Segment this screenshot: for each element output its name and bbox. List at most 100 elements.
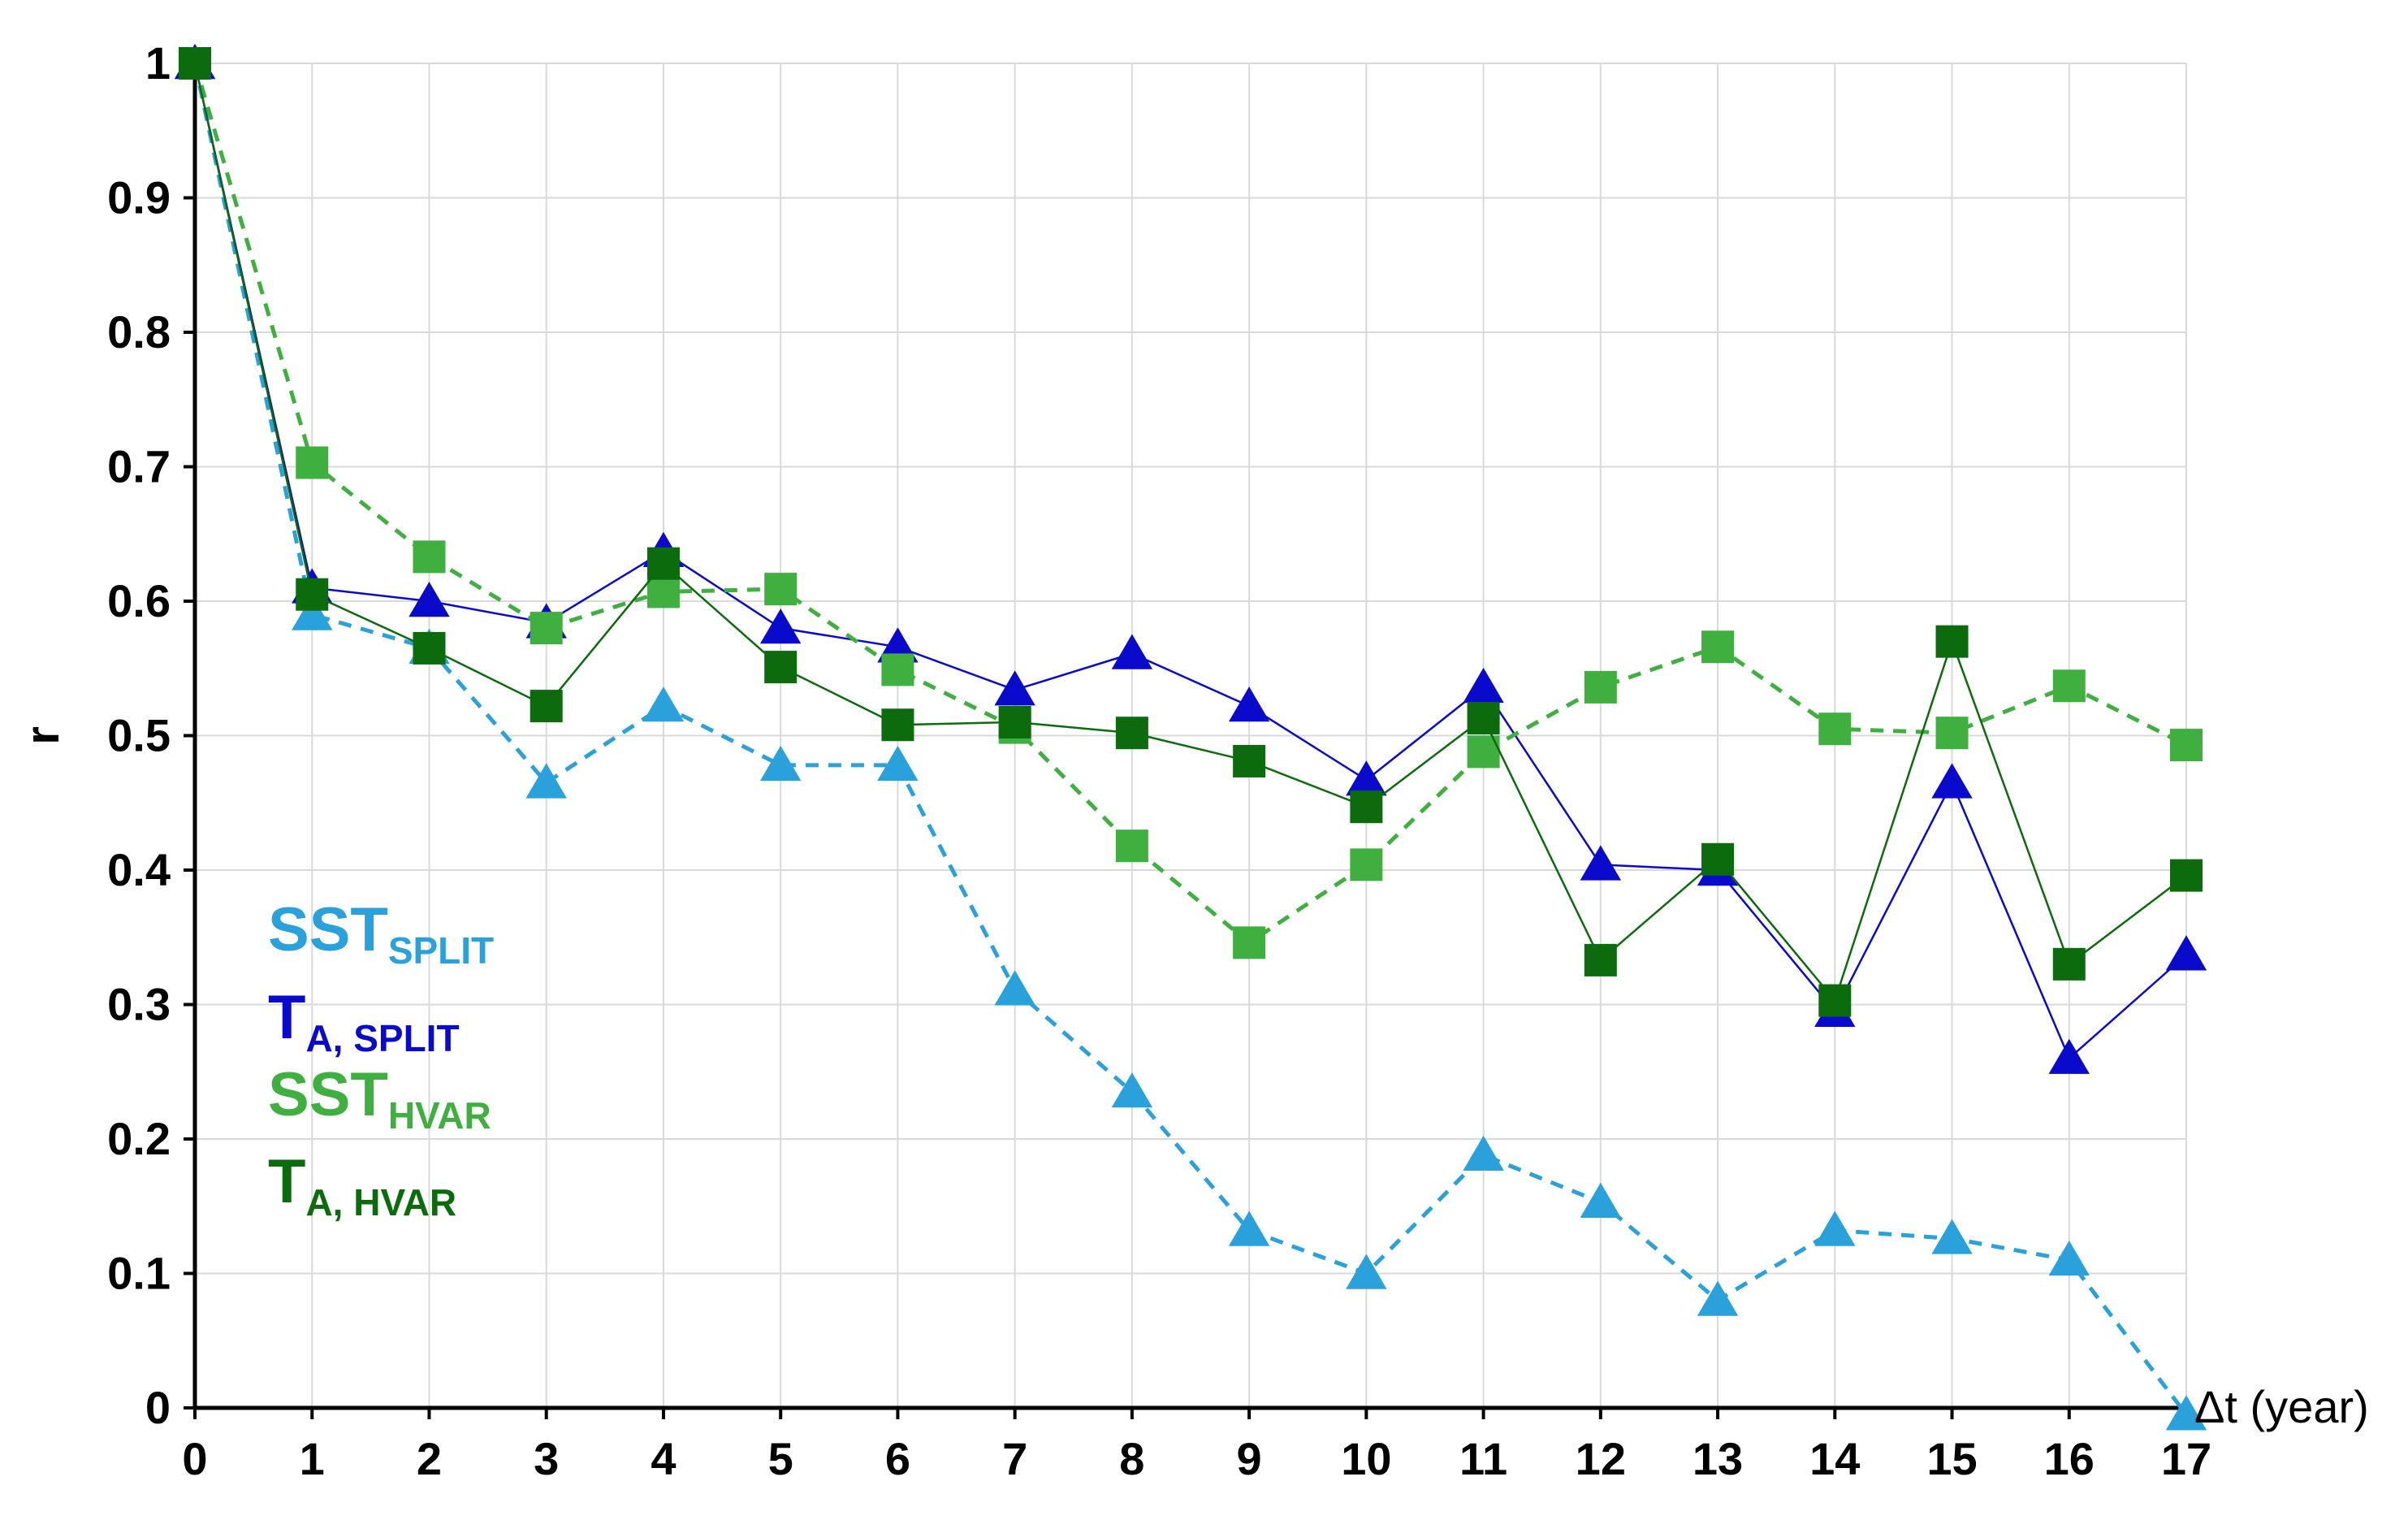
y-tick-label: 1 (145, 37, 171, 89)
data-point-sst-hvar (1935, 717, 1969, 750)
legend-entry-ta-hvar: TA, HVAR (268, 1147, 456, 1223)
data-point-ta-hvar (1467, 701, 1500, 734)
legend-name: T (268, 1147, 305, 1216)
x-tick-label: 7 (1002, 1433, 1027, 1484)
data-point-sst-hvar (530, 612, 563, 645)
data-point-sst-split (1814, 1210, 1856, 1246)
x-tick-label: 0 (182, 1433, 207, 1484)
data-point-ta-hvar (1233, 744, 1266, 777)
legend-subscript: A, SPLIT (305, 1017, 459, 1059)
data-point-sst-split (877, 745, 919, 782)
legend-entry-ta-split: TA, SPLIT (268, 983, 460, 1059)
y-tick-label: 0.5 (107, 710, 171, 761)
x-tick-label: 4 (651, 1433, 676, 1484)
data-point-sst-hvar (1115, 829, 1148, 863)
x-tick-label: 9 (1237, 1433, 1262, 1484)
legend-name: T (268, 983, 305, 1052)
data-point-sst-split (2165, 1395, 2207, 1431)
data-point-ta-split (1580, 845, 1622, 881)
data-point-ta-split (1463, 667, 1504, 704)
data-point-ta-split (1111, 634, 1153, 669)
y-tick-label: 0.1 (107, 1248, 171, 1299)
legend-subscript: HVAR (388, 1094, 491, 1137)
data-point-ta-split (2048, 1038, 2090, 1074)
data-point-ta-split (409, 582, 450, 617)
data-point-sst-hvar (1701, 630, 1735, 664)
x-tick-label: 11 (1459, 1433, 1507, 1484)
y-axis-label: r (16, 726, 69, 745)
legend-entry-sst-hvar: SSTHVAR (268, 1060, 491, 1137)
x-tick-label: 1 (300, 1433, 325, 1484)
grid (195, 63, 2187, 1408)
series-sst-hvar (179, 47, 2203, 959)
data-point-sst-hvar (1350, 848, 1383, 881)
legend-subscript: SPLIT (388, 929, 494, 972)
series-layer (174, 44, 2207, 1431)
data-point-sst-hvar (296, 446, 329, 479)
data-point-ta-split (1931, 763, 1973, 799)
data-point-ta-split (1228, 686, 1270, 722)
y-tick-label: 0.3 (107, 979, 171, 1030)
y-tick-label: 0.4 (107, 844, 171, 895)
data-point-ta-hvar (998, 705, 1031, 738)
data-point-sst-split (642, 686, 685, 722)
y-tick-label: 0.8 (107, 306, 171, 357)
y-tick-label: 0.7 (107, 441, 171, 492)
data-point-sst-hvar (1584, 670, 1617, 704)
x-tick-label: 16 (2044, 1433, 2095, 1484)
data-point-ta-hvar (1935, 625, 1969, 658)
data-point-ta-split (994, 670, 1035, 706)
data-point-sst-split (292, 595, 333, 630)
y-tick-label: 0.9 (107, 172, 171, 223)
data-point-sst-split (1346, 1254, 1387, 1289)
data-point-ta-hvar (881, 708, 914, 742)
series-line-sst-split (192, 63, 2188, 1416)
data-point-ta-hvar (1818, 984, 1852, 1017)
data-point-ta-split (2165, 935, 2207, 971)
data-point-ta-hvar (1701, 842, 1735, 876)
x-axis-label: Δt (year) (2194, 1381, 2369, 1432)
data-point-sst-hvar (413, 540, 446, 574)
data-point-sst-split (759, 745, 802, 782)
data-point-sst-split (1931, 1219, 1973, 1254)
data-point-sst-hvar (2052, 669, 2086, 703)
x-tick-label: 15 (1926, 1433, 1977, 1484)
y-tick-label: 0.2 (107, 1113, 171, 1164)
data-point-ta-hvar (530, 690, 563, 723)
x-tick-label: 5 (768, 1433, 793, 1484)
x-tick-label: 12 (1576, 1433, 1626, 1484)
data-point-ta-hvar (1115, 717, 1148, 750)
data-point-sst-split (1580, 1182, 1622, 1218)
data-point-ta-split (759, 608, 802, 644)
series-line-ta-split (193, 63, 2187, 1059)
axes (184, 59, 2188, 1419)
y-tick-label: 0 (145, 1382, 171, 1433)
data-point-ta-hvar (179, 47, 211, 80)
data-point-ta-hvar (296, 578, 329, 611)
data-point-ta-hvar (1584, 943, 1617, 977)
legend-subscript: A, HVAR (305, 1181, 456, 1223)
data-point-sst-hvar (764, 573, 798, 606)
data-point-sst-split (525, 763, 567, 799)
data-point-sst-split (1697, 1280, 1739, 1316)
legend-name: SST (268, 895, 388, 964)
data-point-sst-hvar (1233, 926, 1266, 959)
y-tick-label: 0.6 (107, 575, 171, 626)
data-point-sst-split (1228, 1210, 1270, 1246)
data-point-ta-hvar (764, 651, 798, 684)
data-point-ta-split (1346, 760, 1387, 796)
data-point-sst-split (2048, 1240, 2090, 1276)
data-point-ta-hvar (2170, 859, 2203, 892)
x-tick-label: 6 (885, 1433, 910, 1484)
legend-entry-sst-split: SSTSPLIT (268, 895, 494, 972)
series-line-ta-hvar (193, 63, 2187, 1002)
x-tick-label: 2 (417, 1433, 442, 1484)
x-tick-label: 17 (2161, 1433, 2211, 1484)
data-point-sst-hvar (646, 575, 680, 608)
data-point-ta-hvar (413, 631, 446, 665)
x-tick-label: 14 (1809, 1433, 1860, 1484)
legend-name: SST (268, 1060, 388, 1129)
data-point-sst-hvar (2170, 729, 2203, 762)
